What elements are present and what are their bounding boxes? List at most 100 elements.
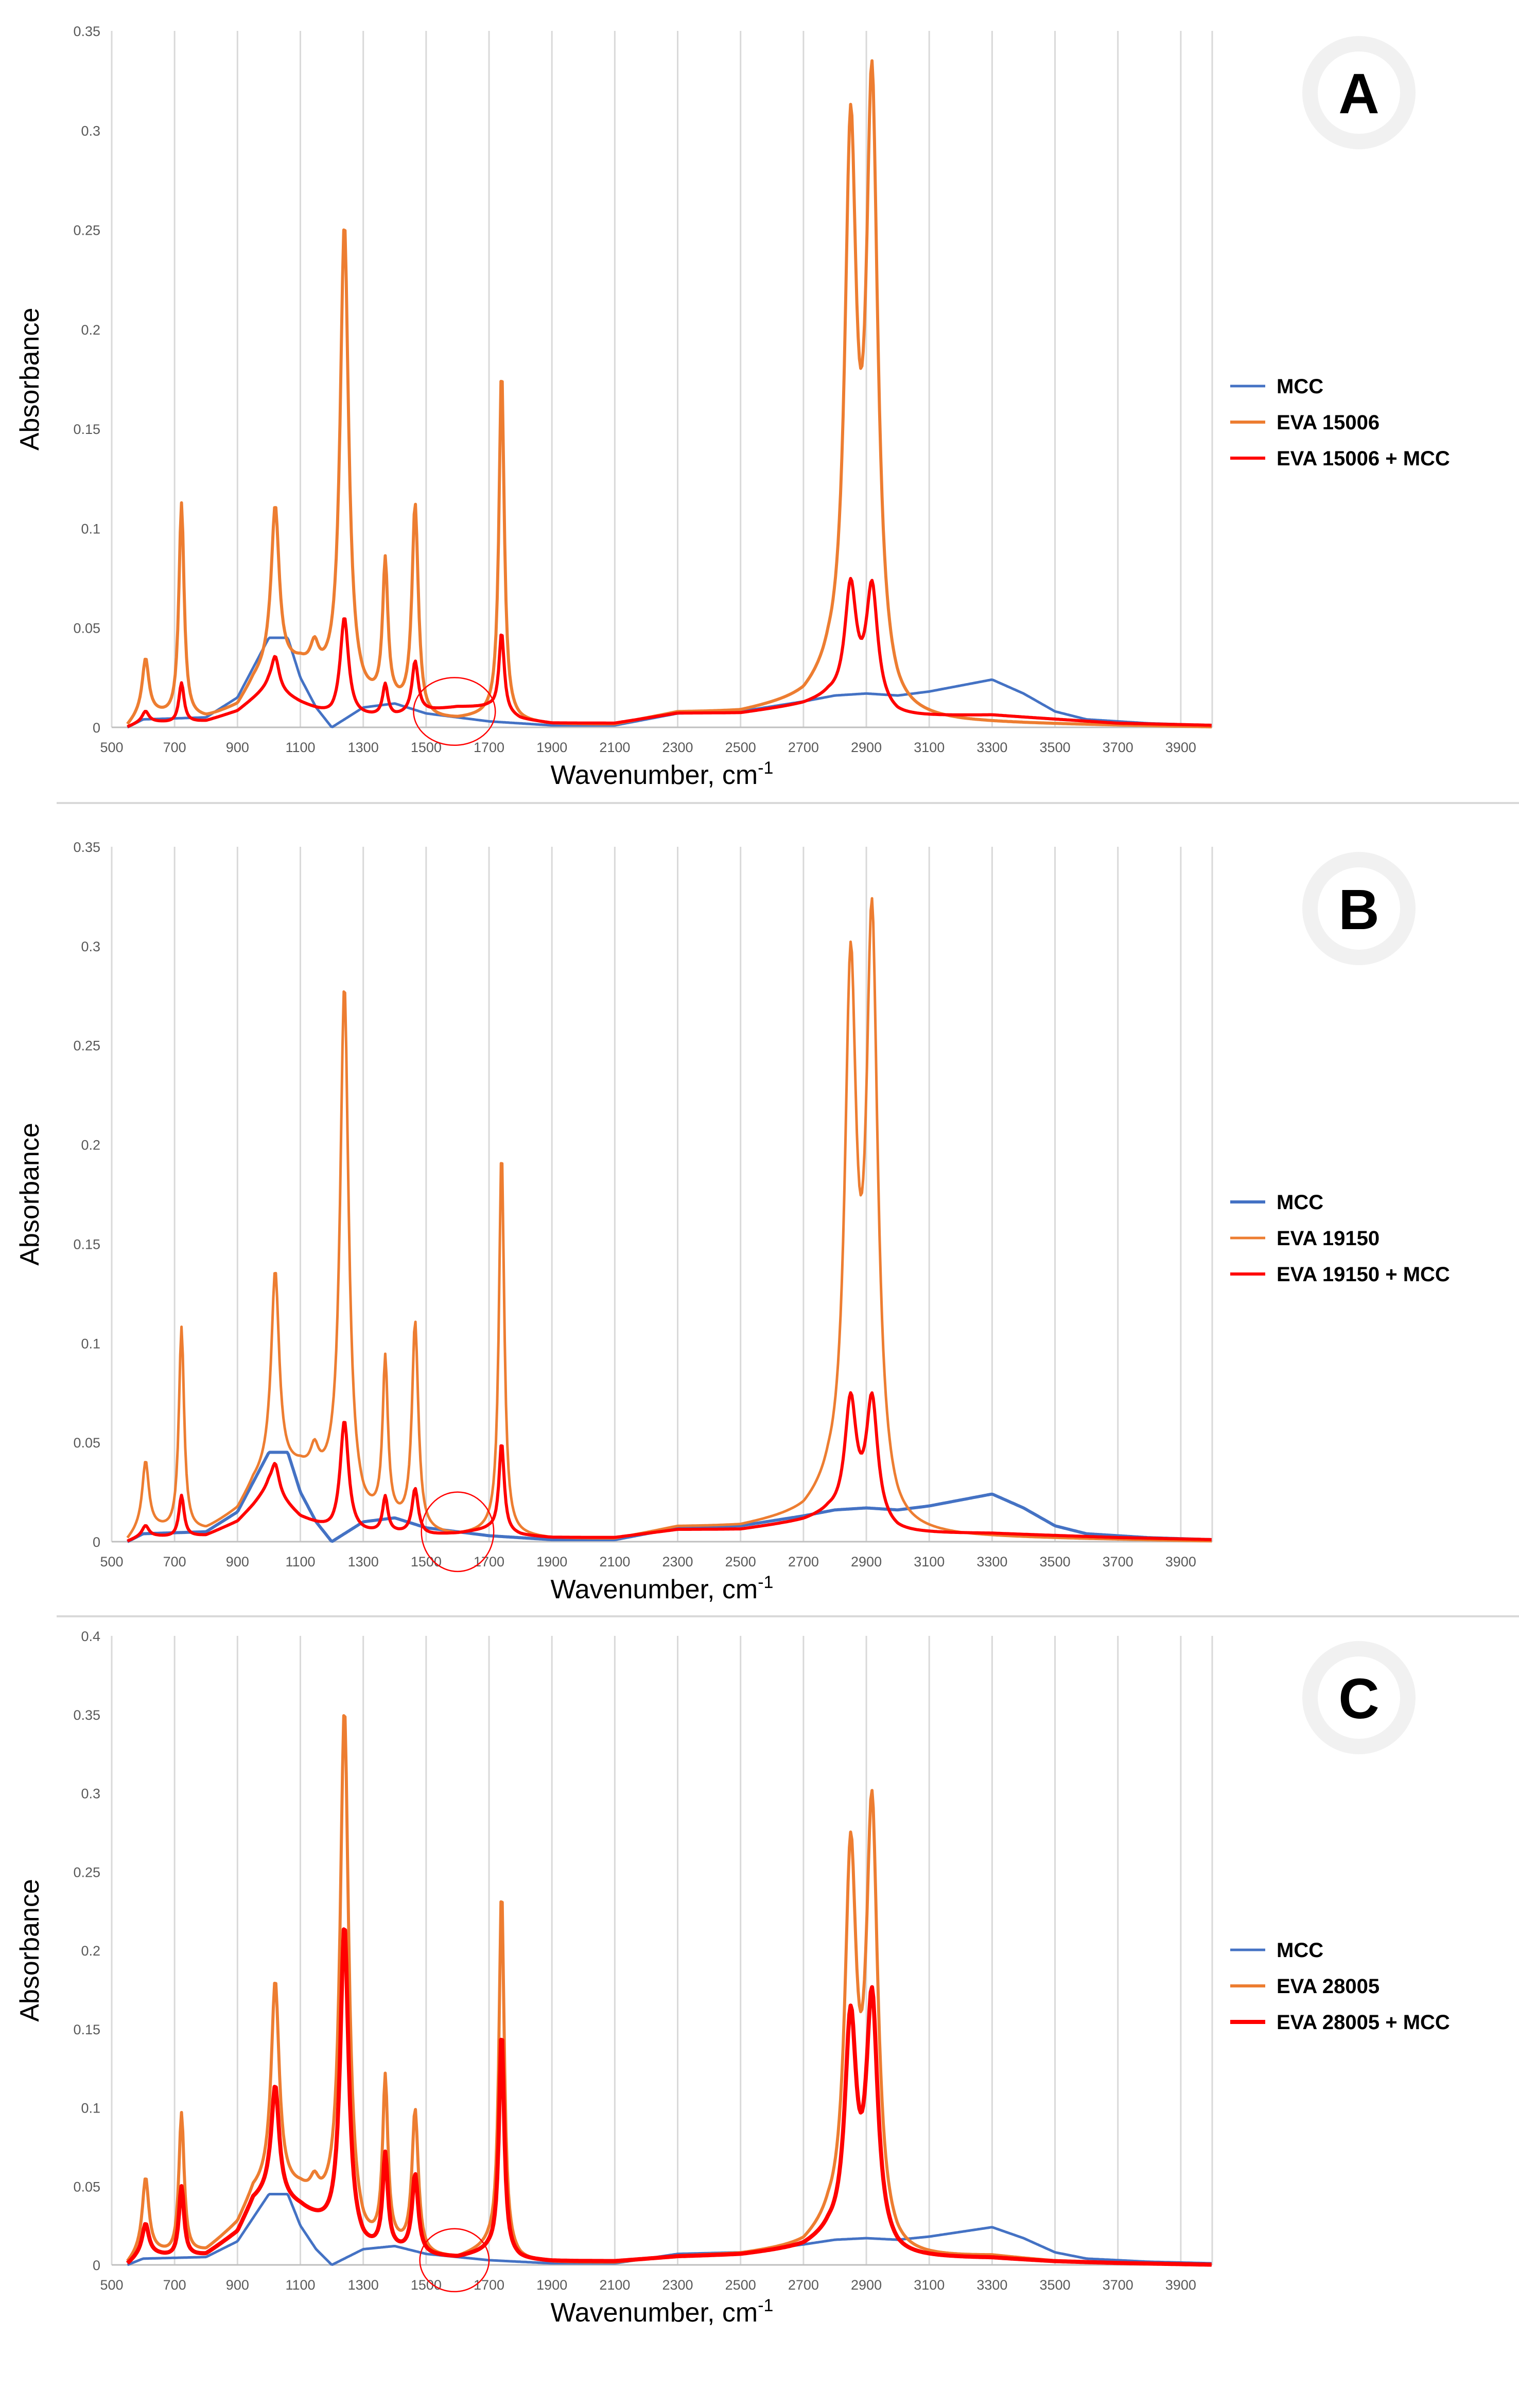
- y-tick-label: 0.3: [81, 939, 100, 954]
- x-tick-label: 1500: [411, 2277, 442, 2293]
- y-tick-label: 0.1: [81, 2101, 100, 2116]
- x-tick-label: 1100: [285, 1554, 315, 1569]
- series-line-eva-28005: [126, 1714, 1212, 2266]
- x-tick-label: 3900: [1165, 2277, 1196, 2293]
- panel-letter-glow-core: [1318, 1656, 1400, 1739]
- y-tick-label: 0.15: [73, 2022, 100, 2037]
- y-tick-label: 0.05: [73, 621, 100, 636]
- x-tick-label: 3700: [1103, 2277, 1133, 2293]
- x-tick-label: 2100: [599, 1554, 630, 1569]
- y-tick-label: 0.05: [73, 1435, 100, 1451]
- x-tick-label: 900: [226, 1554, 249, 1569]
- series-line-eva-15006: [126, 59, 1212, 728]
- legend-label: MCC: [1277, 375, 1323, 398]
- x-axis-title-text: Wavenumber, cm: [551, 2298, 758, 2328]
- y-tick-label: 0: [93, 2258, 100, 2273]
- x-tick-label: 1100: [285, 2277, 315, 2293]
- y-tick-label: 0.2: [81, 1943, 100, 1959]
- x-tick-label: 700: [163, 2277, 186, 2293]
- x-tick-label: 3300: [976, 2277, 1007, 2293]
- x-tick-label: 500: [100, 740, 123, 755]
- series-line-mcc: [127, 2193, 1212, 2266]
- series-line-eva-19150: [126, 897, 1212, 1543]
- x-tick-label: 1300: [348, 740, 379, 755]
- x-tick-label: 900: [226, 2277, 249, 2293]
- chart-panel-b: 500 700 900 1100 1300 1500 1700 1900 2100 2300 250…: [15, 840, 1450, 1604]
- x-tick-label: 3700: [1103, 1554, 1133, 1569]
- x-tick-label: 1700: [474, 2277, 504, 2293]
- y-tick-label: 0.4: [81, 1629, 100, 1644]
- x-tick-label: 2500: [725, 740, 756, 755]
- legend-label: EVA 28005: [1277, 1975, 1380, 1998]
- x-tick-label: 1100: [285, 740, 315, 755]
- x-tick-label: 2100: [599, 2277, 630, 2293]
- legend-label: EVA 19150: [1277, 1227, 1380, 1250]
- legend-label: EVA 28005 + MCC: [1277, 2011, 1450, 2034]
- legend-label: MCC: [1277, 1191, 1323, 1214]
- highlight-circle: [421, 1491, 495, 1573]
- y-tick-label: 0.3: [81, 1786, 100, 1802]
- y-tick-label: 0.25: [73, 1038, 100, 1054]
- x-tick-label: 3500: [1040, 2277, 1071, 2293]
- x-tick-label: 3300: [976, 740, 1007, 755]
- y-axis-title: Absorbance: [15, 308, 45, 451]
- x-tick-label: 1500: [411, 1554, 442, 1569]
- chart-panel-a: 500 700 900 1100 1300 1500 1700 1900 2100 2300 250…: [15, 24, 1450, 790]
- x-tick-label: 3700: [1103, 740, 1133, 755]
- panel-letter-glow-core: [1318, 51, 1400, 134]
- legend-label: EVA 15006 + MCC: [1277, 447, 1450, 470]
- x-tick-label: 3100: [914, 2277, 945, 2293]
- x-tick-label: 1300: [348, 1554, 379, 1569]
- highlight-circle: [413, 677, 496, 746]
- x-tick-label: 1900: [536, 740, 567, 755]
- x-axis-title-text: Wavenumber, cm: [551, 760, 758, 790]
- x-tick-label: 2300: [662, 2277, 693, 2293]
- panel-letter: A: [1338, 62, 1379, 126]
- x-tick-label: 2700: [788, 1554, 819, 1569]
- y-tick-label: 0.15: [73, 1236, 100, 1252]
- y-tick-label: 0: [93, 1534, 100, 1550]
- x-tick-label: 3300: [976, 1554, 1007, 1569]
- x-tick-label: 3500: [1040, 740, 1071, 755]
- y-tick-label: 0.2: [81, 322, 100, 338]
- x-axis-title: Wavenumber, cm-1: [551, 2296, 774, 2328]
- legend-label: EVA 15006: [1277, 411, 1380, 434]
- panel-letter-glow-core: [1318, 867, 1400, 950]
- chart-panel-c: 500 700 900 1100 1300 1500 1700 1900 2100 2300 250…: [15, 1629, 1450, 2328]
- x-tick-label: 2500: [725, 1554, 756, 1569]
- x-tick-label: 2100: [599, 740, 630, 755]
- y-tick-label: 0.25: [73, 223, 100, 238]
- x-tick-label: 1900: [536, 1554, 567, 1569]
- x-tick-label: 2900: [851, 1554, 882, 1569]
- y-tick-label: 0.25: [73, 1864, 100, 1880]
- y-axis-title: Absorbance: [15, 1879, 45, 2022]
- x-tick-label: 700: [163, 740, 186, 755]
- y-tick-label: 0.15: [73, 422, 100, 437]
- x-tick-label: 2900: [851, 2277, 882, 2293]
- x-tick-label: 700: [163, 1554, 186, 1569]
- x-tick-label: 3500: [1040, 1554, 1071, 1569]
- panel-letter: C: [1338, 1667, 1379, 1731]
- series-line-eva-15006-mcc: [127, 577, 1212, 728]
- panel-letter: B: [1338, 878, 1379, 941]
- y-tick-label: 0.35: [73, 1707, 100, 1723]
- x-tick-label: 3900: [1165, 740, 1196, 755]
- x-tick-label: 2300: [662, 740, 693, 755]
- x-axis-title: Wavenumber, cm-1: [551, 1573, 774, 1604]
- x-axis-title-superscript: -1: [758, 758, 773, 778]
- x-tick-label: 2700: [788, 740, 819, 755]
- x-axis-title: Wavenumber, cm-1: [551, 758, 774, 790]
- x-tick-label: 3100: [914, 1554, 945, 1569]
- x-tick-label: 1700: [474, 1554, 504, 1569]
- y-tick-label: 0.35: [73, 24, 100, 39]
- series-line-eva-19150-mcc: [127, 1391, 1212, 1543]
- y-tick-label: 0.2: [81, 1138, 100, 1153]
- legend-label: EVA 19150 + MCC: [1277, 1263, 1450, 1286]
- x-tick-label: 3900: [1165, 1554, 1196, 1569]
- y-tick-label: 0.1: [81, 521, 100, 536]
- legend-label: MCC: [1277, 1939, 1323, 1962]
- x-axis-title-text: Wavenumber, cm: [551, 1575, 758, 1604]
- series-line-eva-28005-mcc: [126, 1927, 1213, 2267]
- y-tick-label: 0.05: [73, 2179, 100, 2194]
- x-tick-label: 500: [100, 1554, 123, 1569]
